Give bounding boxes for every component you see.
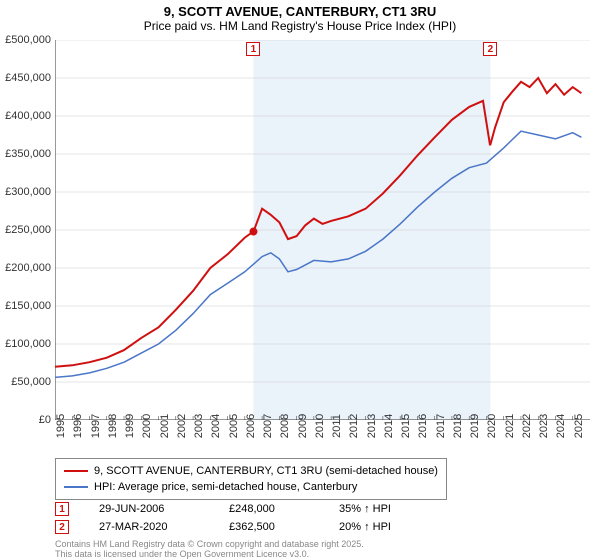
legend-item: 9, SCOTT AVENUE, CANTERBURY, CT1 3RU (se… bbox=[64, 463, 438, 479]
x-tick-label: 1998 bbox=[107, 414, 119, 438]
x-tick-label: 2009 bbox=[297, 414, 309, 438]
sale-date: 27-MAR-2020 bbox=[99, 521, 199, 533]
marker-badge: 1 bbox=[55, 502, 69, 516]
sales-table: 1 29-JUN-2006 £248,000 35% ↑ HPI 2 27-MA… bbox=[55, 500, 419, 536]
table-row: 1 29-JUN-2006 £248,000 35% ↑ HPI bbox=[55, 500, 419, 518]
x-tick-label: 2007 bbox=[262, 414, 274, 438]
page-title: 9, SCOTT AVENUE, CANTERBURY, CT1 3RU bbox=[0, 4, 600, 19]
x-tick-label: 2008 bbox=[279, 414, 291, 438]
x-axis: 1995199619971998199920002001200220032004… bbox=[55, 420, 590, 460]
x-tick-label: 2002 bbox=[176, 414, 188, 438]
x-tick-label: 2014 bbox=[383, 414, 395, 438]
plot-svg bbox=[55, 40, 590, 420]
legend-label: 9, SCOTT AVENUE, CANTERBURY, CT1 3RU (se… bbox=[94, 465, 438, 477]
legend-swatch bbox=[64, 486, 88, 488]
x-tick-label: 2018 bbox=[452, 414, 464, 438]
sale-hpi-delta: 35% ↑ HPI bbox=[339, 503, 419, 515]
x-tick-label: 1995 bbox=[55, 414, 67, 438]
page-subtitle: Price paid vs. HM Land Registry's House … bbox=[0, 19, 600, 33]
sale-price: £362,500 bbox=[229, 521, 309, 533]
x-tick-label: 2001 bbox=[159, 414, 171, 438]
x-tick-label: 2020 bbox=[486, 414, 498, 438]
x-tick-label: 1997 bbox=[90, 414, 102, 438]
legend-swatch bbox=[64, 470, 88, 472]
x-tick-label: 2010 bbox=[314, 414, 326, 438]
x-tick-label: 2006 bbox=[245, 414, 257, 438]
chart-container: 9, SCOTT AVENUE, CANTERBURY, CT1 3RU Pri… bbox=[0, 0, 600, 560]
y-tick-label: £350,000 bbox=[5, 148, 51, 160]
y-tick-label: £500,000 bbox=[5, 34, 51, 46]
copyright: Contains HM Land Registry data © Crown c… bbox=[55, 540, 364, 560]
y-tick-label: £250,000 bbox=[5, 224, 51, 236]
y-axis: £0£50,000£100,000£150,000£200,000£250,00… bbox=[0, 40, 55, 420]
x-tick-label: 2021 bbox=[504, 414, 516, 438]
sale-marker: 2 bbox=[483, 42, 497, 56]
x-tick-label: 2016 bbox=[417, 414, 429, 438]
legend-label: HPI: Average price, semi-detached house,… bbox=[94, 481, 357, 493]
x-tick-label: 2022 bbox=[521, 414, 533, 438]
table-row: 2 27-MAR-2020 £362,500 20% ↑ HPI bbox=[55, 518, 419, 536]
legend: 9, SCOTT AVENUE, CANTERBURY, CT1 3RU (se… bbox=[55, 458, 447, 500]
sale-date: 29-JUN-2006 bbox=[99, 503, 199, 515]
y-tick-label: £300,000 bbox=[5, 186, 51, 198]
title-block: 9, SCOTT AVENUE, CANTERBURY, CT1 3RU Pri… bbox=[0, 0, 600, 35]
sale-price: £248,000 bbox=[229, 503, 309, 515]
x-tick-label: 2013 bbox=[366, 414, 378, 438]
marker-badge: 2 bbox=[55, 520, 69, 534]
y-tick-label: £400,000 bbox=[5, 110, 51, 122]
x-tick-label: 1999 bbox=[124, 414, 136, 438]
x-tick-label: 2024 bbox=[555, 414, 567, 438]
chart-area: 12 bbox=[55, 40, 590, 420]
copyright-line: This data is licensed under the Open Gov… bbox=[55, 550, 364, 560]
sale-marker: 1 bbox=[246, 42, 260, 56]
x-tick-label: 2019 bbox=[469, 414, 481, 438]
x-tick-label: 1996 bbox=[72, 414, 84, 438]
x-tick-label: 2004 bbox=[210, 414, 222, 438]
x-tick-label: 2000 bbox=[141, 414, 153, 438]
x-tick-label: 2025 bbox=[573, 414, 585, 438]
y-tick-label: £0 bbox=[39, 414, 51, 426]
y-tick-label: £150,000 bbox=[5, 300, 51, 312]
y-tick-label: £450,000 bbox=[5, 72, 51, 84]
x-tick-label: 2012 bbox=[348, 414, 360, 438]
y-tick-label: £50,000 bbox=[11, 376, 51, 388]
y-tick-label: £100,000 bbox=[5, 338, 51, 350]
x-tick-label: 2011 bbox=[331, 414, 343, 438]
x-tick-label: 2015 bbox=[400, 414, 412, 438]
y-tick-label: £200,000 bbox=[5, 262, 51, 274]
x-tick-label: 2017 bbox=[435, 414, 447, 438]
x-tick-label: 2003 bbox=[193, 414, 205, 438]
sale-hpi-delta: 20% ↑ HPI bbox=[339, 521, 419, 533]
x-tick-label: 2005 bbox=[228, 414, 240, 438]
x-tick-label: 2023 bbox=[538, 414, 550, 438]
legend-item: HPI: Average price, semi-detached house,… bbox=[64, 479, 438, 495]
